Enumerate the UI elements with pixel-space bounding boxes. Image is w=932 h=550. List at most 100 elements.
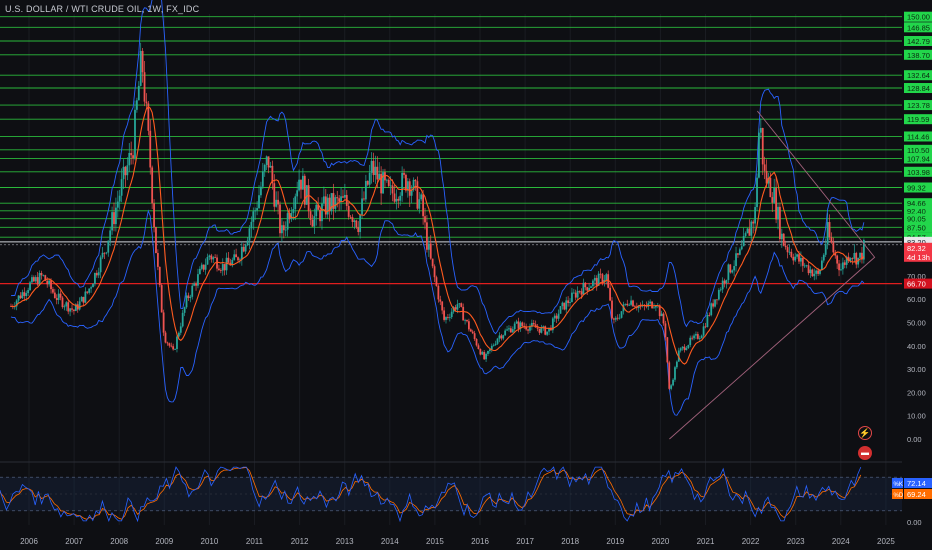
- candle-body: [513, 323, 516, 330]
- resistance-label: 142.79: [907, 37, 930, 46]
- candle-body: [817, 270, 819, 274]
- candle-body: [435, 277, 438, 286]
- candle-body: [187, 295, 190, 299]
- candle-body: [120, 179, 123, 196]
- candle-body: [351, 217, 354, 222]
- candle-body: [195, 283, 197, 286]
- candle-body: [95, 273, 98, 276]
- candle-body: [664, 323, 667, 338]
- candle-body: [300, 179, 302, 190]
- resistance-label: 123.78: [907, 101, 930, 110]
- candle-body: [490, 345, 493, 350]
- candle-body: [616, 317, 619, 319]
- candle-body: [80, 296, 83, 302]
- candle-body: [649, 301, 652, 304]
- candle-body: [248, 228, 251, 241]
- resistance-label-box: [904, 153, 932, 164]
- candle-body: [252, 211, 255, 222]
- candle-body: [807, 265, 810, 274]
- stochastic-pane: [0, 461, 932, 523]
- candle-body: [740, 246, 743, 250]
- candle-body: [737, 253, 739, 255]
- candle-body: [614, 317, 617, 320]
- candle-body: [471, 331, 474, 334]
- candle-body: [305, 185, 308, 205]
- candle-body: [269, 165, 272, 168]
- candle-body: [519, 322, 522, 329]
- candle-body: [675, 361, 678, 368]
- x-tick-label: 2025: [877, 537, 895, 546]
- x-tick-label: 2014: [381, 537, 399, 546]
- candle-body: [321, 203, 323, 222]
- candle-body: [779, 206, 781, 240]
- candle-body: [343, 194, 346, 198]
- candle-body: [286, 213, 289, 230]
- resistance-label: 146.85: [907, 23, 930, 32]
- resistance-label: 103.98: [907, 168, 930, 177]
- candle-body: [555, 315, 558, 319]
- stoch-d-line: [0, 467, 862, 520]
- candle-body: [397, 198, 400, 201]
- candle-body: [27, 290, 30, 294]
- candle-body: [38, 272, 41, 285]
- resistance-label: 119.59: [907, 115, 929, 124]
- candle-body: [366, 181, 369, 185]
- candle-body: [57, 293, 60, 301]
- candle-body: [742, 236, 745, 247]
- candle-body: [685, 348, 688, 351]
- candle-body: [517, 321, 520, 329]
- candle-body: [92, 283, 94, 288]
- lightning-icon[interactable]: ⚡: [858, 426, 872, 440]
- candle-body: [786, 247, 789, 253]
- x-tick-label: 2018: [561, 537, 579, 546]
- candle-body: [719, 289, 722, 291]
- candle-body: [139, 50, 142, 86]
- candle-body: [782, 233, 785, 246]
- candle-body: [813, 273, 816, 277]
- y-tick-label: 60.00: [907, 295, 926, 304]
- candle-body: [372, 160, 375, 176]
- candle-body: [738, 249, 741, 255]
- candle-body: [780, 233, 783, 240]
- candle-body: [838, 263, 840, 271]
- candle-body: [48, 280, 51, 285]
- candle-body: [330, 193, 333, 212]
- candle-body: [496, 338, 499, 344]
- candle-body: [502, 335, 505, 339]
- candle-body: [601, 274, 604, 283]
- candle-body: [668, 362, 671, 389]
- candle-body: [221, 264, 224, 271]
- candle-body: [576, 290, 579, 298]
- x-tick-label: 2008: [110, 537, 128, 546]
- candle-body: [324, 196, 327, 215]
- x-tick-label: 2009: [155, 537, 173, 546]
- candle-body: [723, 280, 726, 284]
- candle-body: [156, 253, 159, 267]
- candle-body: [263, 164, 266, 172]
- candle-body: [803, 265, 806, 267]
- event-flag-icon[interactable]: ▬: [858, 446, 872, 460]
- candle-body: [439, 299, 442, 302]
- candle-body: [536, 327, 539, 329]
- candle-body: [483, 352, 486, 360]
- candle-body: [574, 292, 577, 298]
- candle-body: [340, 196, 342, 202]
- candle-body: [696, 334, 699, 339]
- candle-body: [137, 85, 140, 101]
- last-price-label-box: [904, 242, 932, 262]
- resistance-label-box: [904, 144, 932, 155]
- candle-body: [223, 264, 226, 271]
- candle-body: [498, 335, 501, 339]
- y-tick-label: 30.00: [907, 365, 926, 374]
- candle-body: [626, 303, 629, 306]
- resistance-label-box: [904, 182, 932, 193]
- candle-body: [395, 198, 398, 202]
- candle-body: [189, 296, 192, 299]
- candle-body: [529, 326, 531, 331]
- resistance-label: 138.70: [907, 51, 930, 60]
- candle-body: [754, 207, 757, 224]
- candle-body: [406, 181, 409, 191]
- y-tick-label: 0.00: [907, 435, 922, 444]
- candle-body: [67, 302, 70, 312]
